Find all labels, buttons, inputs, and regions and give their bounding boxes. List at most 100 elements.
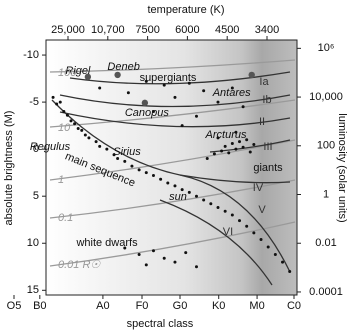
y-tick-label: 15 — [27, 284, 39, 296]
star-point — [55, 102, 59, 106]
star-point — [62, 110, 66, 114]
star-point — [194, 114, 198, 118]
x2-tick-label: 6000 — [175, 24, 199, 36]
star-point — [80, 128, 84, 132]
star-point — [216, 100, 220, 104]
named-star — [114, 71, 121, 79]
star-point — [238, 140, 242, 144]
named-star — [141, 99, 149, 107]
star-point — [252, 231, 256, 235]
x-tick-label: A0 — [96, 300, 109, 312]
radius-label: 100 — [58, 67, 77, 79]
star-point — [144, 171, 148, 175]
region-label: supergiants — [140, 72, 197, 84]
x2-tick-label: 3400 — [255, 24, 279, 36]
star-point — [205, 157, 209, 161]
x-tick-label: G0 — [173, 300, 188, 312]
star-point — [216, 136, 220, 140]
radius-label: 1 — [58, 174, 64, 186]
star-point — [173, 184, 177, 188]
star-point — [116, 157, 120, 161]
star-point — [220, 149, 224, 153]
star-point — [98, 86, 102, 90]
star-point — [202, 89, 206, 93]
x-axis-title: spectral class — [127, 318, 194, 330]
star-point — [194, 265, 198, 269]
star-point — [87, 136, 91, 140]
x-tick-label: M0 — [249, 300, 264, 312]
star-point — [162, 256, 166, 260]
x-tick-label: O5 — [7, 300, 22, 312]
star-point — [65, 113, 69, 117]
region-label: giants — [253, 162, 283, 174]
star-point — [180, 124, 184, 128]
star-name: Deneb — [107, 61, 139, 73]
y-tick-label: 5 — [33, 190, 39, 202]
star-point — [51, 95, 55, 99]
y-tick-label: 10 — [27, 237, 39, 249]
star-point — [230, 142, 234, 146]
radius-label: 0.01 R☉ — [58, 259, 101, 271]
x2-tick-label: 4500 — [215, 24, 239, 36]
star-point — [288, 269, 292, 273]
star-point — [273, 253, 277, 257]
star-point — [144, 79, 148, 83]
star-point — [144, 263, 148, 267]
class-label: III — [263, 141, 272, 153]
star-point — [98, 144, 102, 148]
star-point — [187, 81, 191, 85]
star-point — [69, 119, 73, 123]
star-label: Regulus — [30, 141, 71, 153]
star-point — [123, 246, 127, 250]
star-point — [252, 142, 256, 146]
star-label: Arcturus — [205, 129, 247, 141]
star-point — [180, 188, 184, 192]
star-point — [173, 95, 177, 99]
x2-axis-title: temperature (K) — [147, 4, 224, 16]
star-point — [241, 105, 245, 109]
star-point — [234, 130, 238, 134]
y-axis-title: absolute brightness (M) — [3, 111, 15, 226]
star-point — [245, 224, 249, 228]
star-point — [159, 177, 163, 181]
y-tick-label: -5 — [29, 96, 39, 108]
star-point — [281, 260, 285, 264]
named-star — [248, 71, 255, 79]
star-point — [230, 86, 234, 90]
star-point — [266, 245, 270, 249]
y2-tick-label: 10,000 — [309, 91, 343, 103]
star-point — [126, 91, 130, 95]
star-point — [166, 181, 170, 185]
x-tick-label: K0 — [212, 300, 225, 312]
star-point — [137, 253, 141, 257]
class-label: II — [259, 116, 265, 128]
class-label: IV — [253, 182, 264, 194]
x2-tick-label: 7500 — [135, 24, 159, 36]
y2-tick-label: 1 — [323, 188, 329, 200]
star-point — [112, 153, 116, 157]
region-label: white dwarfs — [75, 237, 138, 249]
star-point — [245, 138, 249, 142]
star-point — [76, 126, 80, 130]
y-tick-label: 0 — [33, 143, 39, 155]
star-point — [230, 213, 234, 217]
y2-axis-title: luminosity (solar units) — [336, 113, 348, 222]
star-point — [137, 168, 141, 172]
star-name: Rigel — [65, 65, 91, 77]
star-point — [73, 122, 77, 126]
luminosity-class-lines — [51, 71, 291, 286]
star-point — [248, 150, 252, 154]
named-star — [84, 73, 92, 81]
y2-tick-label: 0.01 — [315, 237, 336, 249]
radius-label: 10 — [58, 122, 71, 134]
star-point — [184, 251, 188, 255]
star-point — [130, 164, 134, 168]
star-point — [173, 260, 177, 264]
star-point — [216, 205, 220, 209]
star-point — [212, 152, 216, 156]
star-point — [202, 198, 206, 202]
class-label: V — [258, 204, 266, 216]
class-label: Ia — [259, 76, 269, 88]
star-point — [241, 145, 245, 149]
